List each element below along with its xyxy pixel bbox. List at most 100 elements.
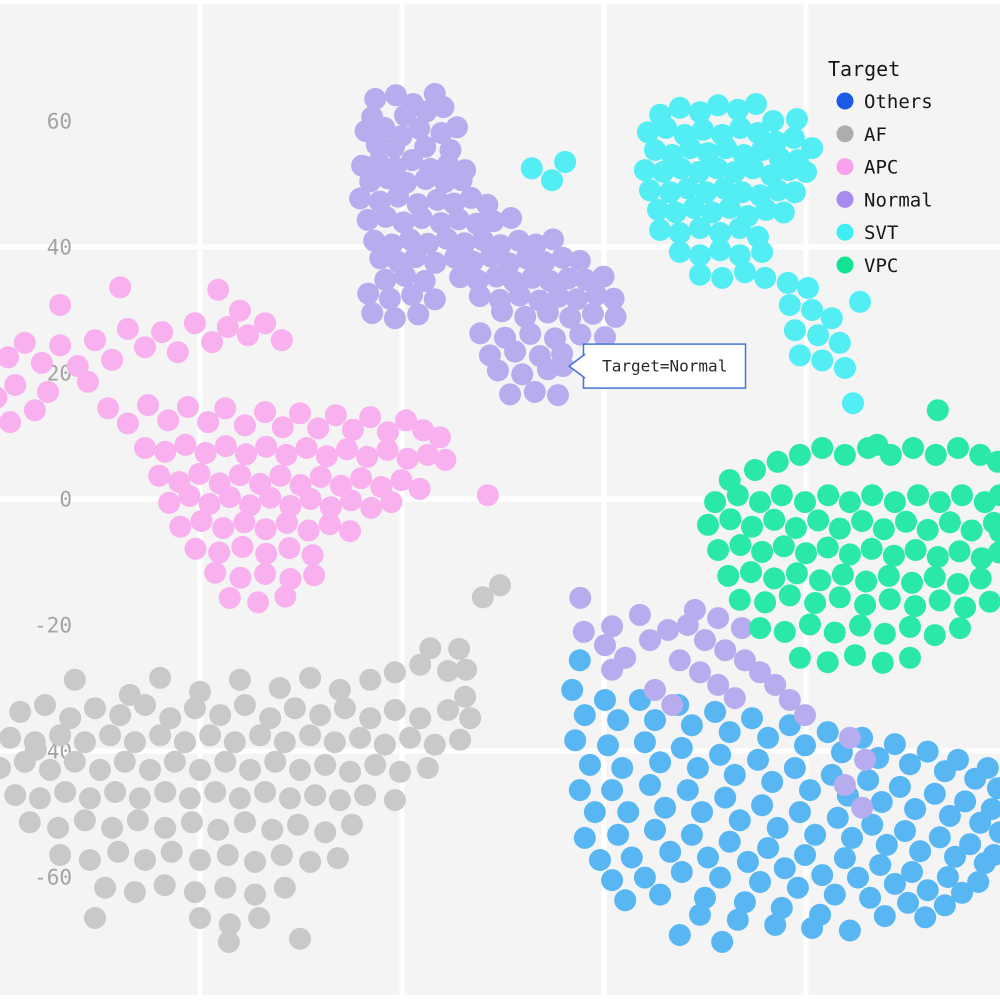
scatter-point[interactable] (572, 620, 595, 643)
scatter-point[interactable] (714, 639, 737, 662)
scatter-point[interactable] (707, 607, 730, 630)
scatter-point[interactable] (652, 161, 675, 183)
scatter-point[interactable] (799, 613, 821, 636)
scatter-point[interactable] (287, 813, 309, 836)
scatter-point[interactable] (214, 750, 237, 773)
scatter-point[interactable] (742, 157, 764, 180)
scatter-point[interactable] (936, 866, 959, 888)
scatter-point[interactable] (278, 787, 301, 810)
scatter-point[interactable] (446, 116, 468, 139)
scatter-point[interactable] (204, 781, 227, 803)
scatter-point[interactable] (63, 750, 86, 773)
scatter-point[interactable] (437, 699, 459, 721)
scatter-point[interactable] (948, 540, 971, 563)
scatter-point[interactable] (533, 251, 556, 274)
scatter-point[interactable] (214, 397, 237, 420)
scatter-point[interactable] (461, 250, 484, 273)
scatter-point[interactable] (763, 508, 786, 531)
scatter-point[interactable] (709, 239, 732, 262)
scatter-point[interactable] (247, 591, 270, 614)
scatter-point[interactable] (178, 787, 201, 810)
scatter-point[interactable] (904, 595, 927, 618)
scatter-point[interactable] (395, 409, 417, 432)
scatter-point[interactable] (697, 846, 719, 869)
scatter-point[interactable] (66, 355, 89, 378)
scatter-point[interactable] (270, 844, 293, 866)
scatter-point[interactable] (404, 246, 427, 269)
scatter-point[interactable] (982, 844, 1000, 866)
scatter-point[interactable] (254, 401, 277, 424)
scatter-point[interactable] (271, 416, 294, 439)
scatter-point[interactable] (128, 787, 151, 810)
scatter-point[interactable] (307, 417, 330, 440)
scatter-point[interactable] (49, 724, 72, 747)
scatter-point[interactable] (73, 809, 96, 832)
scatter-point[interactable] (214, 876, 237, 899)
scatter-point[interactable] (607, 709, 630, 732)
scatter-point[interactable] (689, 101, 711, 124)
scatter-point[interactable] (376, 421, 399, 444)
scatter-point[interactable] (730, 181, 753, 204)
scatter-point[interactable] (339, 760, 361, 783)
scatter-point[interactable] (788, 646, 811, 669)
scatter-point[interactable] (899, 615, 921, 638)
scatter-point[interactable] (383, 307, 406, 330)
scatter-point[interactable] (248, 907, 271, 929)
scatter-point[interactable] (573, 826, 596, 849)
scatter-point[interactable] (376, 167, 399, 190)
scatter-point[interactable] (231, 535, 254, 558)
scatter-point[interactable] (833, 357, 856, 379)
scatter-point[interactable] (423, 733, 446, 756)
scatter-point[interactable] (692, 118, 714, 141)
scatter-point[interactable] (902, 437, 925, 459)
scatter-point[interactable] (594, 326, 616, 349)
scatter-point[interactable] (649, 751, 672, 774)
scatter-point[interactable] (314, 753, 337, 776)
scatter-point[interactable] (207, 278, 230, 301)
scatter-point[interactable] (988, 520, 1000, 543)
scatter-point[interactable] (407, 303, 430, 326)
scatter-point[interactable] (926, 399, 949, 422)
scatter-point[interactable] (872, 518, 895, 541)
scatter-point[interactable] (259, 486, 282, 509)
scatter-point[interactable] (134, 336, 156, 359)
scatter-point[interactable] (770, 484, 793, 507)
scatter-point[interactable] (554, 150, 577, 173)
scatter-point[interactable] (153, 874, 176, 897)
scatter-point[interactable] (212, 517, 235, 539)
scatter-point[interactable] (197, 411, 220, 434)
scatter-point[interactable] (309, 704, 332, 727)
scatter-point[interactable] (976, 757, 999, 779)
scatter-point[interactable] (795, 161, 817, 183)
scatter-point[interactable] (159, 707, 182, 730)
scatter-point[interactable] (594, 689, 616, 711)
scatter-point[interactable] (871, 651, 894, 674)
scatter-point[interactable] (988, 821, 1000, 844)
scatter-point[interactable] (668, 241, 691, 263)
scatter-point[interactable] (424, 251, 447, 274)
scatter-point[interactable] (924, 443, 947, 466)
scatter-point[interactable] (741, 707, 763, 730)
scatter-point[interactable] (101, 348, 124, 371)
scatter-point[interactable] (897, 891, 919, 914)
scatter-point[interactable] (597, 734, 619, 757)
scatter-point[interactable] (229, 566, 252, 589)
scatter-point[interactable] (784, 517, 807, 539)
scatter-point[interactable] (378, 287, 401, 310)
scatter-point[interactable] (28, 787, 51, 810)
scatter-point[interactable] (183, 881, 206, 904)
scatter-point[interactable] (901, 571, 923, 594)
scatter-point[interactable] (782, 127, 805, 149)
scatter-point[interactable] (178, 484, 201, 507)
scatter-point[interactable] (795, 542, 817, 565)
scatter-point[interactable] (204, 561, 227, 584)
scatter-point[interactable] (341, 813, 363, 836)
scatter-point[interactable] (228, 299, 251, 322)
scatter-point[interactable] (916, 740, 939, 763)
scatter-point[interactable] (401, 149, 424, 172)
scatter-point[interactable] (547, 285, 570, 308)
scatter-point[interactable] (380, 491, 403, 514)
scatter-point[interactable] (468, 285, 491, 308)
scatter-point[interactable] (664, 201, 687, 224)
scatter-point[interactable] (723, 763, 746, 786)
